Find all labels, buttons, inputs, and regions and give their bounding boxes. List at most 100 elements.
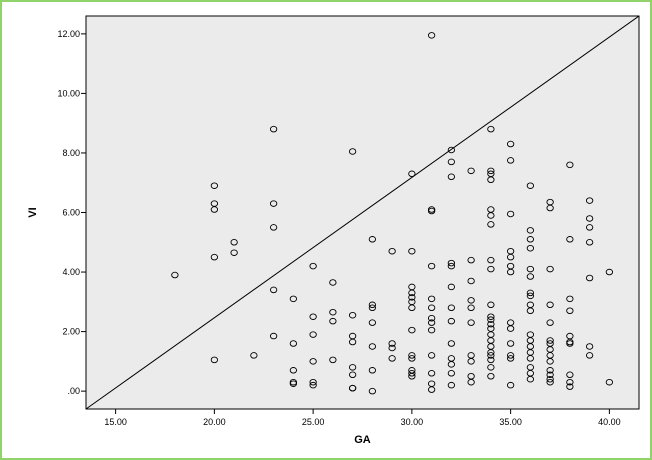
data-point [329, 308, 337, 316]
data-point [447, 317, 456, 325]
data-point [210, 253, 219, 261]
data-point [408, 370, 416, 377]
data-point [546, 301, 554, 309]
data-point [348, 148, 357, 155]
data-point [506, 268, 515, 276]
data-point [506, 325, 515, 332]
data-point [487, 301, 495, 309]
data-point [289, 367, 298, 374]
data-point [487, 125, 495, 133]
data-point [487, 352, 495, 359]
data-point [269, 224, 278, 231]
x-tick-label: 30.00 [401, 417, 424, 427]
data-point [487, 265, 495, 273]
data-point [388, 340, 396, 347]
y-tick-label: 10.00 [57, 88, 80, 98]
data-point [408, 294, 416, 301]
data-point [546, 358, 554, 365]
data-point [566, 307, 574, 315]
data-point [269, 200, 278, 207]
data-point [506, 253, 515, 261]
data-point [368, 301, 377, 309]
x-tick-label: 15.00 [104, 417, 127, 427]
data-point [487, 316, 495, 323]
data-point [210, 182, 219, 189]
data-point [546, 204, 554, 212]
y-axis: .00 2.00 4.00 6.00 8.00 10.00 12.00 [57, 29, 86, 396]
data-point [388, 247, 396, 255]
data-point [388, 355, 396, 362]
data-point [348, 311, 357, 319]
data-point [566, 161, 574, 169]
data-point [408, 170, 416, 178]
x-tick-label: 20.00 [203, 417, 226, 427]
data-point [368, 319, 377, 326]
data-point [566, 340, 574, 347]
data-point [408, 373, 416, 380]
data-point [210, 206, 219, 213]
data-point [546, 319, 554, 326]
data-point [585, 224, 594, 231]
data-point [447, 340, 456, 347]
data-point [487, 167, 495, 175]
data-point [447, 283, 456, 291]
data-point [585, 352, 594, 359]
data-point [566, 236, 574, 243]
data-point [487, 221, 495, 228]
data-point [546, 265, 554, 273]
data-point [585, 239, 594, 246]
data-point [605, 268, 614, 276]
data-point [427, 262, 436, 270]
x-tick-label: 25.00 [302, 417, 325, 427]
data-point [566, 378, 574, 386]
data-point [309, 358, 317, 365]
data-point [546, 375, 554, 383]
data-point [269, 332, 278, 340]
data-point [467, 167, 475, 175]
data-point [447, 262, 456, 270]
x-tick-label: 35.00 [499, 417, 522, 427]
data-point [427, 352, 436, 359]
data-point [546, 367, 554, 374]
data-point [408, 247, 416, 255]
data-point [506, 355, 515, 362]
data-point [526, 265, 535, 273]
data-point [487, 212, 495, 219]
x-tick-label: 40.00 [598, 417, 621, 427]
x-axis: 15.00 20.00 25.00 30.00 35.00 40.00 [104, 409, 621, 427]
data-point [230, 249, 238, 256]
data-point [427, 32, 436, 39]
data-point [526, 292, 535, 300]
data-point [447, 370, 456, 377]
reference-line-group [85, 15, 640, 410]
data-point [427, 207, 436, 215]
data-point [546, 371, 554, 379]
data-point [427, 326, 436, 334]
data-point [309, 331, 317, 338]
data-point [427, 295, 436, 303]
data-point [408, 326, 416, 334]
data-point [348, 371, 357, 379]
data-point [427, 386, 436, 393]
data-point [171, 271, 179, 279]
data-point [506, 210, 515, 218]
data-point [506, 140, 515, 148]
y-tick-label: 6.00 [62, 208, 80, 218]
x-axis-title: GA [354, 434, 371, 446]
data-point [487, 313, 495, 320]
data-point [368, 304, 377, 312]
data-point [526, 273, 535, 280]
data-point [447, 361, 456, 368]
data-point [506, 352, 515, 359]
data-point [230, 239, 238, 246]
data-point [605, 378, 614, 386]
y-tick-label: .00 [67, 386, 80, 396]
data-point [329, 356, 337, 364]
data-point [526, 244, 535, 252]
data-point [526, 236, 535, 243]
data-point [388, 344, 396, 352]
data-point [467, 304, 475, 312]
data-point [487, 320, 495, 328]
data-point [585, 197, 594, 204]
data-point [585, 215, 594, 222]
